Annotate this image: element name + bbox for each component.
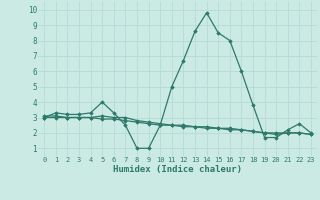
X-axis label: Humidex (Indice chaleur): Humidex (Indice chaleur) (113, 165, 242, 174)
